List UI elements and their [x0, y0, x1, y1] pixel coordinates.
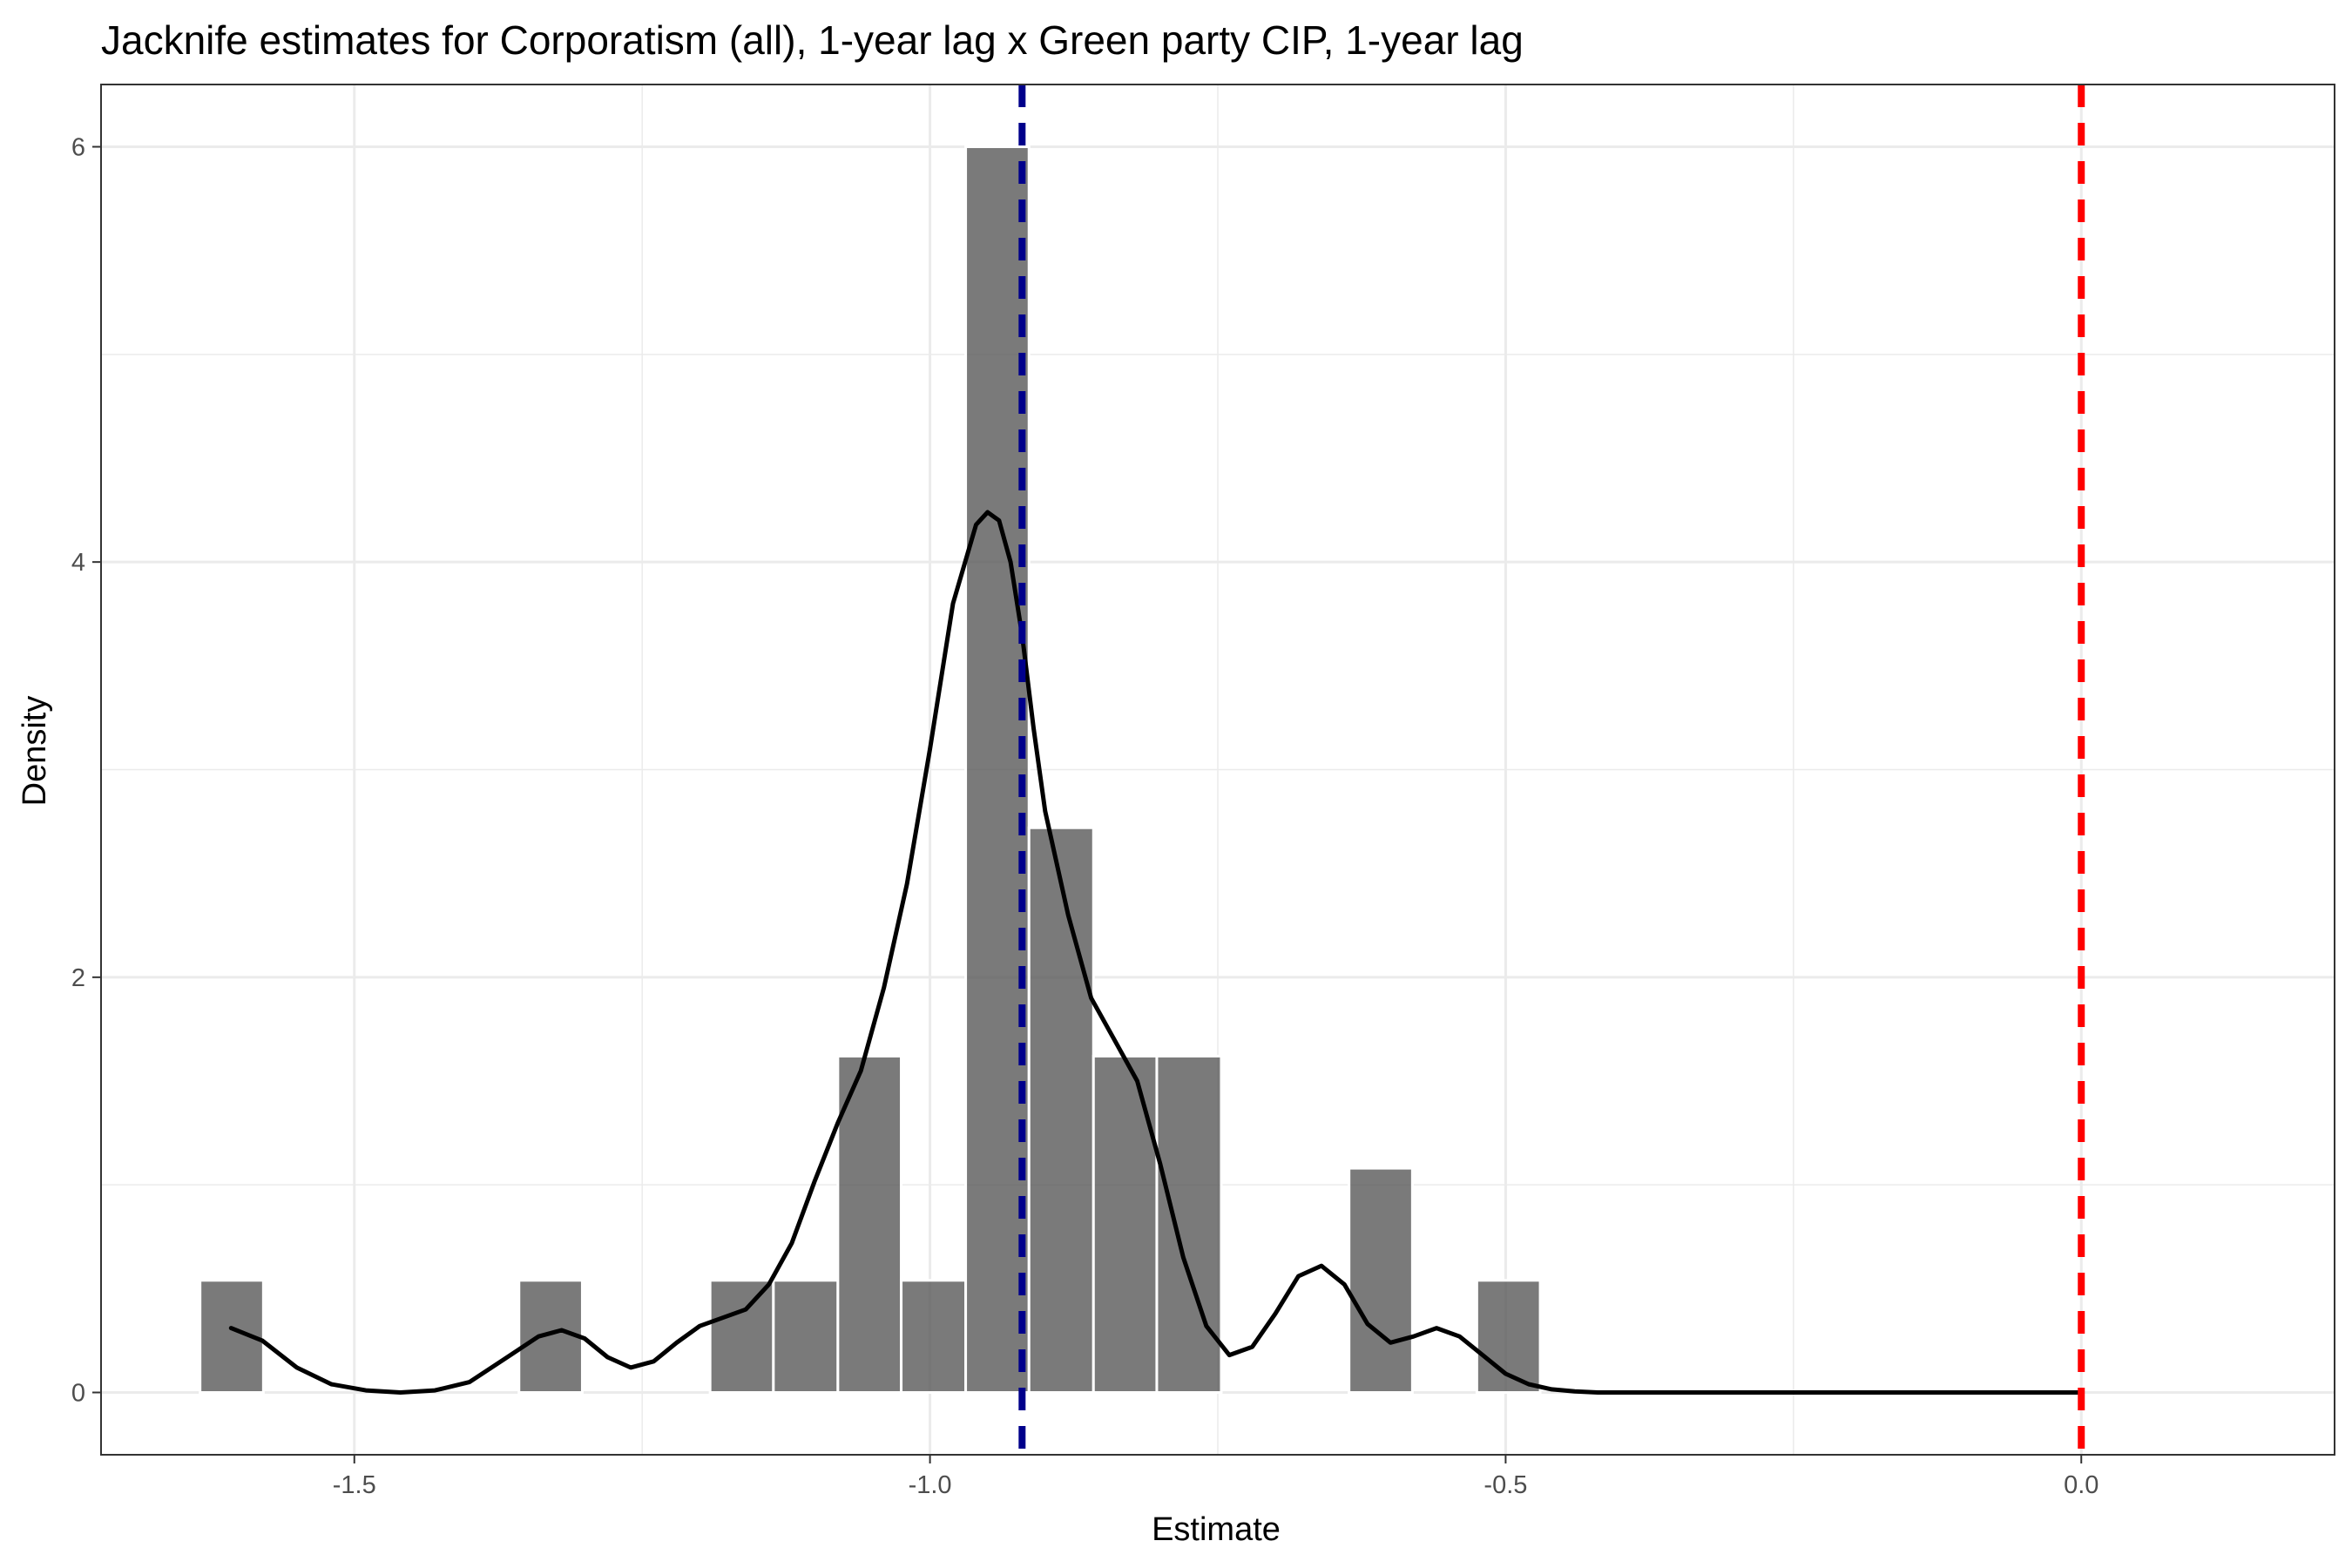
- histogram-bar: [708, 1279, 775, 1395]
- histogram-bars: [199, 145, 1542, 1395]
- y-axis-title: Density: [17, 696, 53, 807]
- y-tick-label: 4: [71, 549, 85, 577]
- histogram-bar: [1348, 1166, 1414, 1394]
- y-tick-label: 0: [71, 1380, 85, 1408]
- x-tick-label: -0.5: [1484, 1471, 1527, 1499]
- histogram-bar: [964, 145, 1031, 1394]
- y-tick-label: 2: [71, 964, 85, 992]
- histogram-bar: [1027, 826, 1095, 1394]
- histogram-bar: [1092, 1054, 1159, 1395]
- histogram-bar: [836, 1054, 903, 1395]
- panel-border: [100, 84, 2335, 1456]
- x-axis-title: Estimate: [1152, 1511, 1281, 1548]
- x-tick-label: -1.5: [333, 1471, 376, 1499]
- x-axis: -1.5 -1.0 -0.5 0.0: [333, 1455, 2099, 1499]
- grid-lines: [101, 84, 2335, 1455]
- density-curve: [228, 510, 2084, 1395]
- x-tick-label: 0.0: [2064, 1471, 2099, 1499]
- x-tick-label: -1.0: [909, 1471, 952, 1499]
- histogram-bar: [1155, 1054, 1223, 1395]
- y-tick-label: 6: [71, 134, 85, 162]
- y-axis: 0 2 4 6: [71, 134, 101, 1408]
- histogram-bar: [900, 1279, 968, 1395]
- chart-title: Jacknife estimates for Corporatism (all)…: [101, 17, 1524, 63]
- histogram-bar: [772, 1279, 840, 1395]
- density-curve-layer: [228, 510, 2084, 1395]
